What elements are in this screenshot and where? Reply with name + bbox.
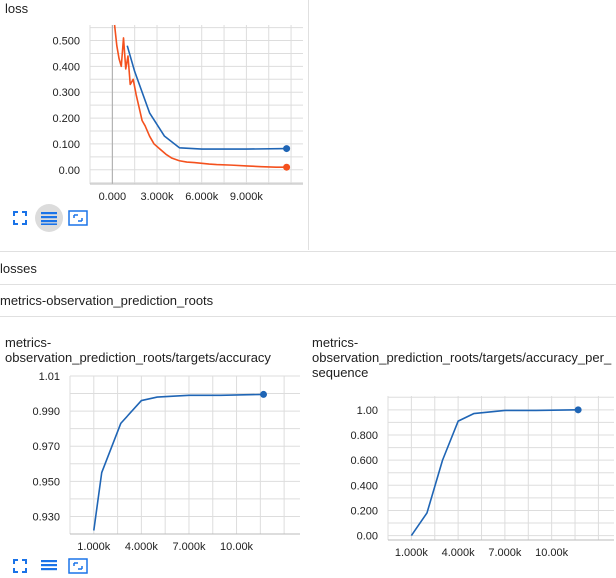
loss-series-line-0 xyxy=(126,45,287,150)
aps-y-tick-label: 0.400 xyxy=(350,480,378,492)
loss-series-line-1 xyxy=(113,24,287,168)
accuracy-y-tick-label: 0.990 xyxy=(32,406,60,418)
loss-series-endpoint-1[interactable] xyxy=(283,163,291,171)
card-divider xyxy=(308,0,309,250)
aps-y-tick-label: 0.600 xyxy=(350,455,378,467)
loss-x-tick-label: 3.000k xyxy=(141,191,175,203)
accuracy-y-tick-label: 1.01 xyxy=(39,372,60,383)
loss-y-tick-label: 0.300 xyxy=(52,87,80,99)
aps-series-endpoint-0[interactable] xyxy=(574,406,582,414)
accuracy-per-sequence-card-title: metrics- observation_prediction_roots/ta… xyxy=(312,335,612,380)
loss-fit-domain-button[interactable] xyxy=(66,206,90,230)
accuracy-data-selection-button[interactable] xyxy=(37,554,61,578)
loss-gridlines xyxy=(89,25,303,184)
section-metrics-title[interactable]: metrics-observation_prediction_roots xyxy=(0,293,214,308)
accuracy-y-tick-label: 0.970 xyxy=(32,441,60,453)
fullscreen-icon xyxy=(13,559,27,573)
accuracy-fit-domain-button[interactable] xyxy=(66,554,90,578)
section-divider xyxy=(0,284,616,285)
aps-series-line-0 xyxy=(410,409,579,537)
loss-chart[interactable]: 0.00 0.100 0.200 0.300 0.400 0.500 0.000 3.000k… xyxy=(0,18,310,210)
section-divider xyxy=(0,316,616,317)
accuracy-fullscreen-button[interactable] xyxy=(8,554,32,578)
section-losses-title[interactable]: losses xyxy=(0,261,37,276)
loss-series-endpoint-0[interactable] xyxy=(283,145,291,153)
loss-y-tick-label: 0.400 xyxy=(52,61,80,73)
accuracy-per-sequence-chart[interactable]: 0.00 0.200 0.400 0.600 0.800 1.00 1.000k 4.000k… xyxy=(310,392,616,571)
aps-y-tick-label: 0.800 xyxy=(350,430,378,442)
fit-domain-icon xyxy=(68,558,88,574)
aps-x-tick-label: 1.000k xyxy=(395,547,429,559)
aps-y-tick-label: 1.00 xyxy=(357,405,378,417)
aps-x-tick-label: 4.000k xyxy=(442,547,476,559)
accuracy-x-tick-label: 1.000k xyxy=(77,541,111,553)
data-selection-icon xyxy=(41,212,57,225)
aps-x-tick-label: 7.000k xyxy=(488,547,522,559)
aps-y-tick-label: 0.200 xyxy=(350,505,378,517)
accuracy-series-endpoint-0[interactable] xyxy=(260,390,268,398)
loss-y-tick-label: 0.200 xyxy=(52,113,80,125)
fit-domain-icon xyxy=(68,210,88,226)
accuracy-x-tick-label: 10.00k xyxy=(220,541,254,553)
loss-data-selection-button[interactable] xyxy=(35,204,63,232)
loss-fullscreen-button[interactable] xyxy=(8,206,32,230)
accuracy-card-title: metrics- observation_prediction_roots/ta… xyxy=(5,335,271,365)
accuracy-series-line-0 xyxy=(93,393,264,531)
aps-y-tick-label: 0.00 xyxy=(357,531,378,543)
accuracy-y-tick-label: 0.950 xyxy=(32,476,60,488)
accuracy-x-tick-label: 7.000k xyxy=(172,541,206,553)
loss-x-tick-label: 9.000k xyxy=(230,191,264,203)
aps-x-tick-label: 10.00k xyxy=(535,547,569,559)
aps-gridlines xyxy=(387,396,614,540)
loss-x-tick-label: 6.000k xyxy=(185,191,219,203)
accuracy-x-tick-label: 4.000k xyxy=(125,541,159,553)
fullscreen-icon xyxy=(13,211,27,225)
section-divider xyxy=(0,251,616,252)
accuracy-y-tick-label: 0.930 xyxy=(32,511,60,523)
data-selection-icon xyxy=(41,560,57,571)
accuracy-gridlines xyxy=(69,375,300,535)
loss-y-tick-label: 0.00 xyxy=(59,165,80,177)
accuracy-chart[interactable]: 0.930 0.950 0.970 0.990 1.01 1.000k 4.000k 7.00… xyxy=(0,372,306,562)
loss-y-tick-label: 0.100 xyxy=(52,139,80,151)
loss-card-title: loss xyxy=(5,1,29,16)
loss-x-tick-label: 0.000 xyxy=(99,191,127,203)
loss-y-tick-label: 0.500 xyxy=(52,36,80,48)
